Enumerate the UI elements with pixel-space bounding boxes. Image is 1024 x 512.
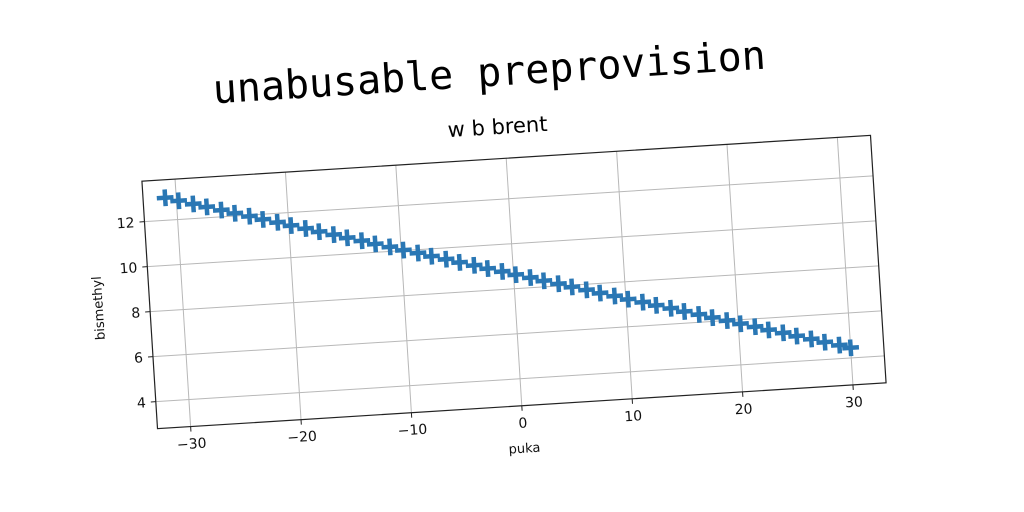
scatter-point [760,321,778,339]
scatter-point [675,303,693,320]
scatter-point [310,223,328,241]
x-tick-label: 10 [624,408,643,425]
x-tick-label: −10 [397,422,427,440]
scatter-point [156,189,174,207]
x-tick-label: 20 [734,401,753,418]
y-grid-line [144,175,874,223]
scatter-point [690,305,708,323]
scatter-point [662,299,680,317]
y-tick-label: 4 [136,395,146,412]
x-tick-label: 0 [518,415,528,432]
scatter-point [226,204,244,222]
scatter-point [647,296,665,314]
scatter-point [465,256,483,274]
scatter-point [254,210,272,228]
y-grid-line [152,310,882,358]
scatter-point [184,195,202,213]
scatter-point [381,238,399,256]
x-tick-label: 30 [845,394,864,411]
x-tick-label: −30 [177,436,207,454]
scatter-point [549,275,567,293]
scatter-series [156,189,860,357]
scatter-point [830,336,848,354]
scatter-point [409,244,427,262]
scatter-point [338,229,356,247]
scatter-point [198,198,216,216]
scatter-point [353,232,371,250]
scatter-point [634,293,652,311]
grid [144,137,885,427]
x-grid-line [174,179,192,427]
y-grid-line [147,220,876,268]
scatter-point [170,192,188,210]
scatter-point [718,312,736,330]
scatter-point [493,262,511,280]
scatter-point [578,281,595,299]
scatter-point [521,269,539,287]
scatter-point [325,226,343,244]
scatter-point [732,315,749,333]
scatter-point [451,253,469,271]
scatter-point [802,330,820,348]
x-grid-line [616,151,633,399]
scatter-point [479,260,497,277]
scatter-point [591,284,609,302]
scatter-point [842,339,860,357]
y-tick-label: 10 [119,260,138,277]
scatter-point [423,247,440,265]
x-grid-line [284,172,302,420]
y-tick-label: 12 [116,215,135,232]
tick-labels: −30 −20 −10 0 10 20 30 4 6 8 10 12 [116,215,864,454]
scatter-point [437,250,455,268]
scatter-point [240,207,258,225]
scatter-point [535,272,553,290]
chart-title: unabusable preprovision [211,33,767,114]
scatter-point [507,266,525,284]
axes-frame [141,134,887,430]
scatter-point [774,324,792,342]
y-grid-line [150,265,879,313]
plot-area: −30 −20 −10 0 10 20 30 4 6 8 10 12 puka bismethyl [90,134,887,458]
scatter-point [297,219,315,237]
scatter-point [788,327,806,345]
x-tick-label: −20 [287,429,317,447]
chart-subtitle: w b brent [447,112,548,142]
y-grid-line [155,355,885,403]
x-grid-line [395,165,412,413]
scatter-point [816,333,834,351]
y-axis-label: bismethyl [90,276,109,341]
scatter-point [746,318,764,336]
scatter-point [269,213,286,231]
scatter-point [282,217,300,235]
scatter-point [563,278,581,296]
scatter-point [606,287,624,305]
x-axis-label: puka [508,441,541,458]
y-tick-label: 8 [131,305,141,322]
scatter-point [703,309,721,327]
y-tick-label: 6 [134,350,144,367]
scatter-point [394,241,412,259]
scatter-point [619,290,637,308]
scatter-point [366,235,384,253]
x-grid-line [726,144,744,392]
scatter-point [212,201,230,219]
